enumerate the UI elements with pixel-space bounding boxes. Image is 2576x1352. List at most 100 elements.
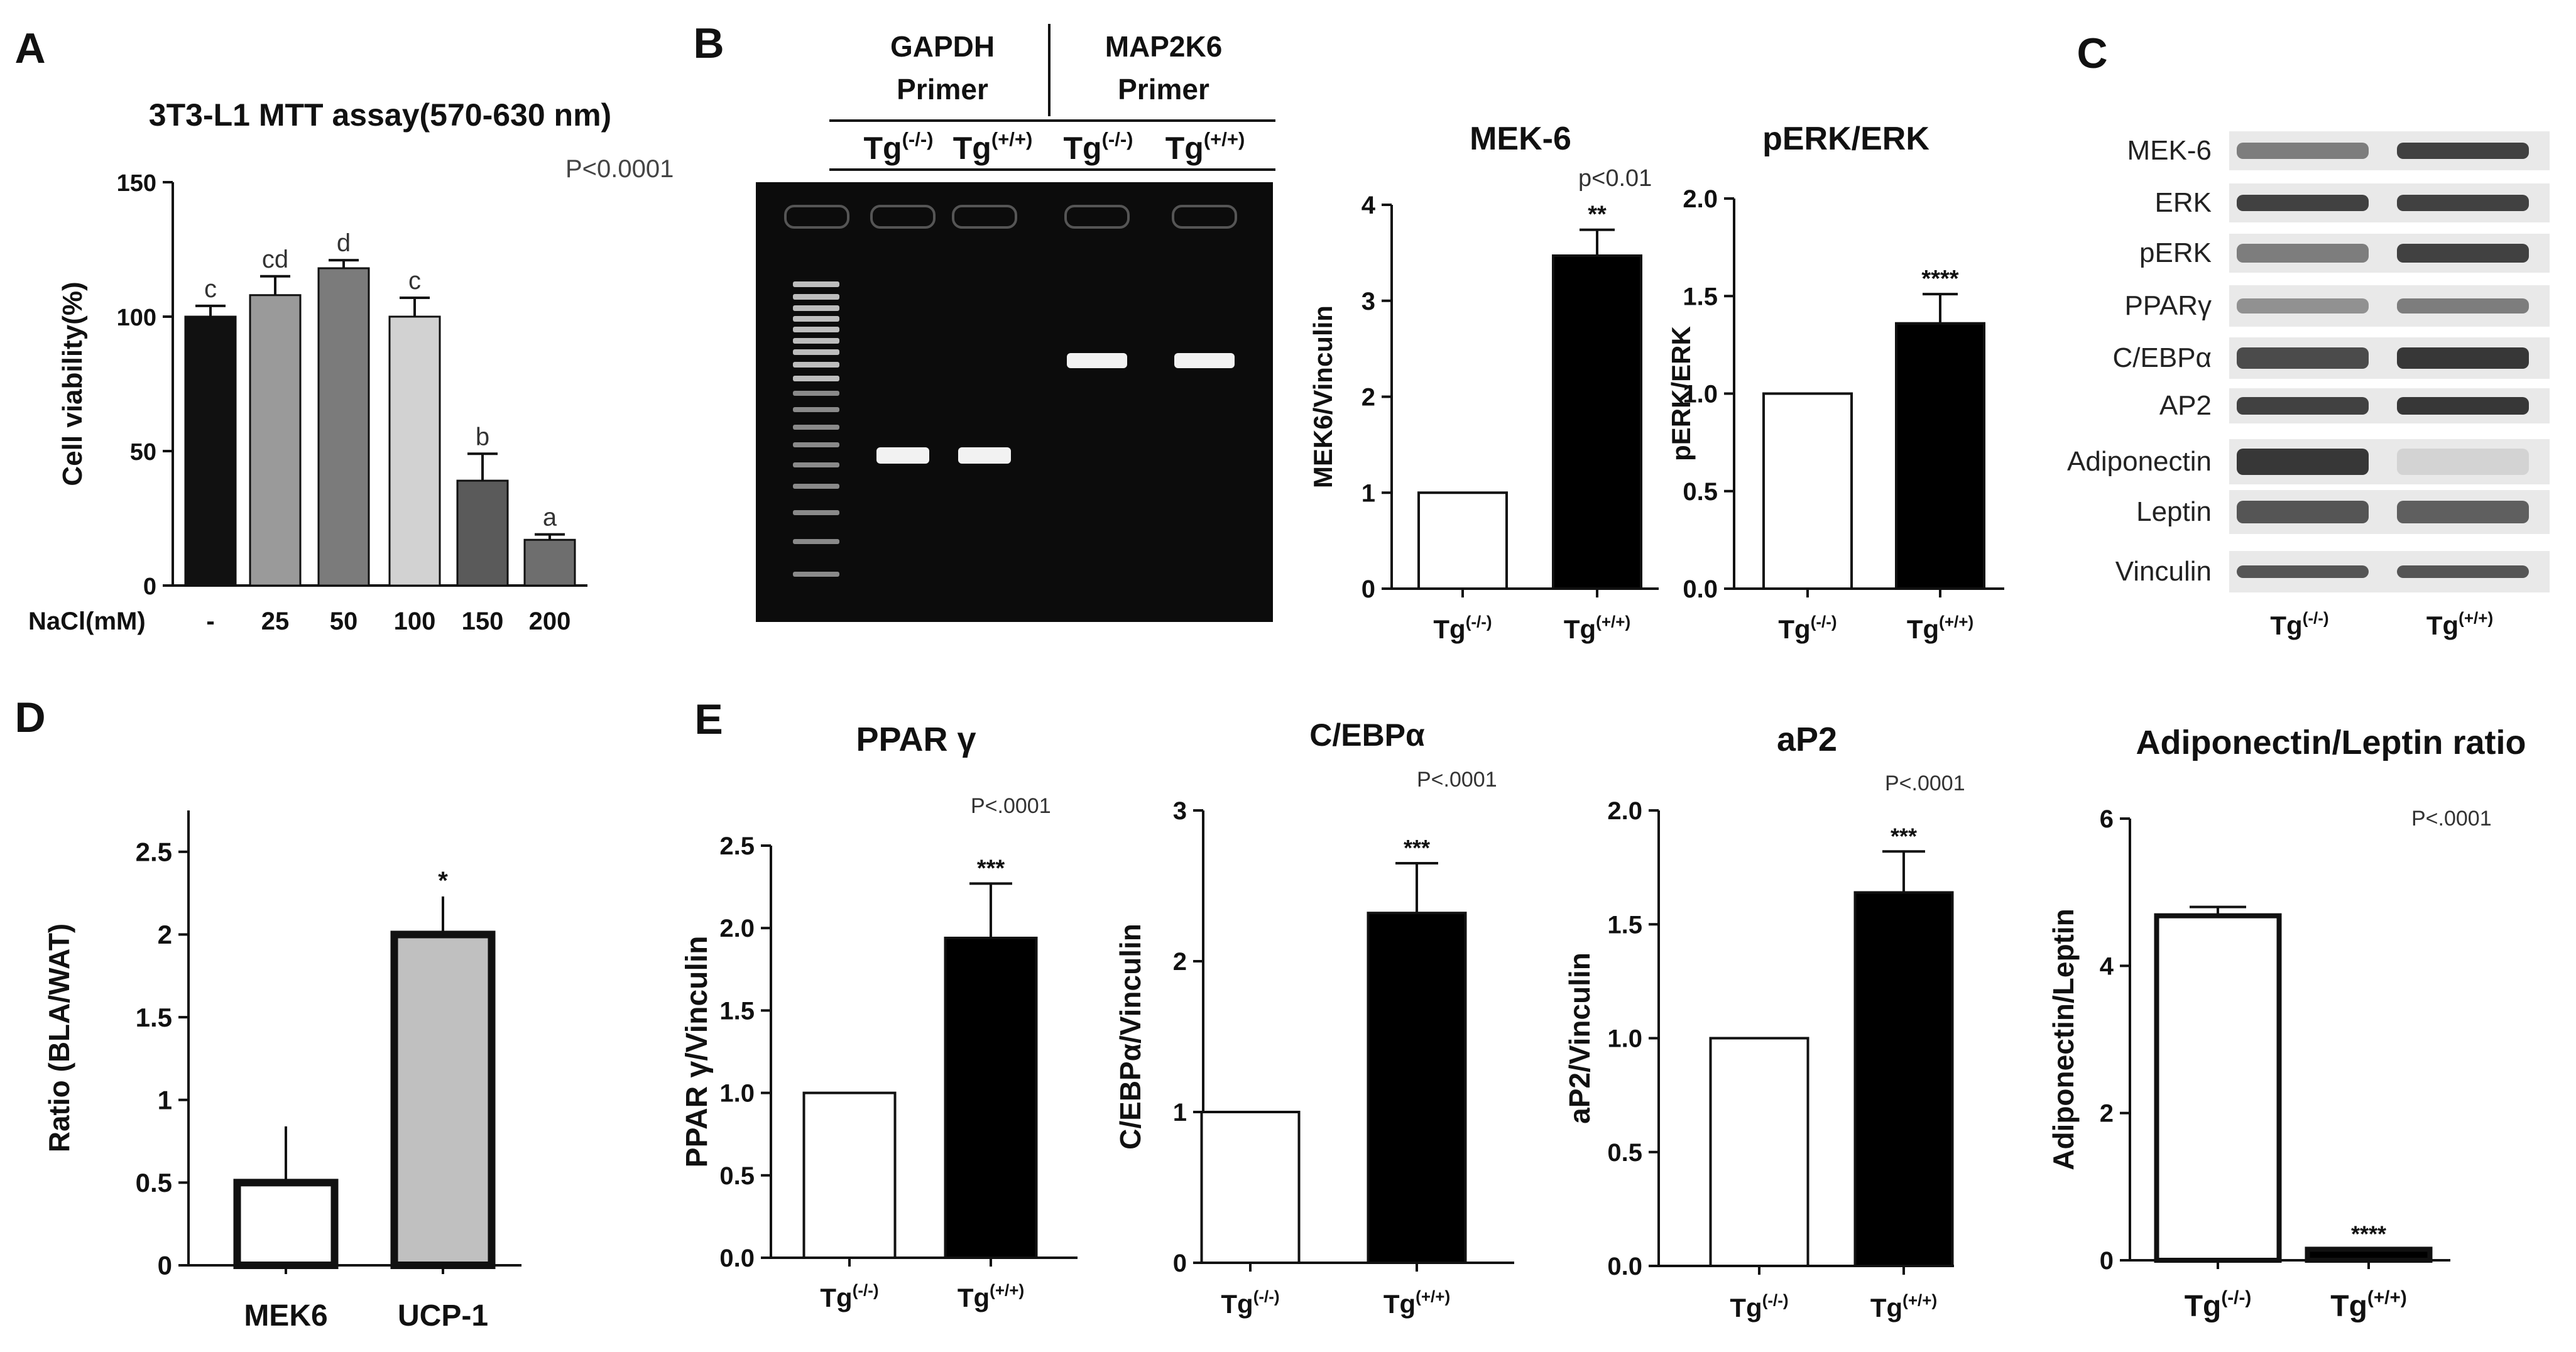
gel-background	[756, 182, 1273, 622]
y-tick-label: 0.5	[1607, 1139, 1642, 1167]
blot-band	[2397, 397, 2529, 415]
protein-label: C/EBPα	[2113, 342, 2212, 373]
bar	[249, 294, 302, 587]
bar	[802, 1091, 897, 1259]
y-tick-label: 0.0	[1683, 575, 1718, 603]
ladder-band	[793, 376, 839, 381]
y-tick-label: 0	[1173, 1250, 1187, 1277]
x-tick-label: Tg(+/+)	[1384, 1287, 1450, 1319]
ladder-band	[793, 407, 839, 412]
blot-band	[2397, 195, 2529, 211]
blot-lane-label: Tg(-/-)	[2270, 608, 2328, 640]
bar	[390, 930, 496, 1270]
bar	[1762, 392, 1853, 590]
chart-e-cebp: C/EBPα P<.0001 0 1 2 3 C/EBPα/Vinculin Tg(-/-) T…	[1114, 717, 1514, 1319]
gel-lane-label: Tg(+/+)	[1165, 128, 1245, 166]
gel-well	[784, 205, 849, 229]
bar	[1200, 1111, 1301, 1264]
chart-e-adipoleptin: Adiponectin/Leptin ratio P<.0001 0 2 4 6 Adipo…	[2047, 724, 2526, 1323]
x-tick-label: Tg(-/-)	[1778, 612, 1836, 644]
gel-well	[952, 205, 1017, 229]
gel-group-label: Primer	[1118, 73, 1209, 106]
y-tick-label: 1.5	[1683, 283, 1718, 310]
y-axis-label: aP2/Vinculin	[1563, 952, 1596, 1124]
y-tick-label: 0	[143, 574, 156, 600]
y-tick-label: 0.5	[1683, 478, 1718, 506]
gel-well	[870, 205, 936, 229]
gel-well	[1064, 205, 1130, 229]
protein-label: Adiponectin	[2067, 446, 2212, 477]
gel-image: GAPDH Primer MAP2K6 Primer Tg(-/-) Tg(+/+) Tg(…	[756, 24, 1275, 622]
ladder-band	[793, 462, 839, 467]
y-axis-label: C/EBPα/Vinculin	[1114, 924, 1147, 1150]
gel-lane-label: Tg(-/-)	[864, 128, 934, 166]
blot-band	[2237, 397, 2369, 415]
y-tick-label: 2	[1362, 384, 1375, 412]
x-tick-label: 150	[462, 608, 504, 635]
p-value-annotation: P<.0001	[1885, 771, 1965, 795]
panel-letter-b: B	[693, 19, 724, 67]
bar	[1853, 891, 1954, 1267]
protein-label: MEK-6	[2127, 135, 2212, 166]
panel-letter-d: D	[14, 694, 45, 741]
y-tick-label: 1	[1173, 1099, 1187, 1126]
y-tick-label: 1	[1362, 479, 1375, 507]
bar	[1367, 912, 1467, 1264]
protein-label: PPARγ	[2124, 290, 2212, 321]
gel-lane-label: Tg(-/-)	[1064, 128, 1133, 166]
chart-title: C/EBPα	[1309, 717, 1425, 753]
ladder-band	[793, 316, 839, 322]
x-axis-label: NaCl(mM)	[28, 608, 146, 635]
ladder-band	[793, 425, 839, 430]
significance-mark: ***	[977, 855, 1005, 881]
blot-band	[2397, 347, 2529, 369]
x-tick-label: Tg(+/+)	[1907, 612, 1973, 644]
blot-band	[2397, 565, 2529, 578]
chart-d: 0 0.5 1 1.5 2 2.5 Ratio (BLA/WAT) MEK6 UCP-1 *	[43, 810, 521, 1333]
blot-band	[2237, 143, 2369, 159]
group-letter: c	[408, 267, 421, 295]
x-tick-label: Tg(+/+)	[1564, 612, 1630, 644]
ladder-band	[793, 572, 839, 577]
ladder-band	[793, 327, 839, 332]
gel-well	[1172, 205, 1237, 229]
ladder-band	[793, 305, 839, 311]
significance-mark: **	[1588, 202, 1607, 228]
x-tick-label: Tg(+/+)	[1870, 1290, 1937, 1322]
p-value-annotation: P<.0001	[2411, 807, 2492, 831]
y-tick-label: 2.0	[1683, 185, 1718, 213]
chart-title: Adiponectin/Leptin ratio	[2136, 724, 2526, 761]
blot-band	[2397, 298, 2529, 313]
x-tick-label: 100	[394, 608, 436, 635]
panel-letter-a: A	[14, 25, 45, 72]
y-tick-label: 2.5	[136, 837, 172, 867]
chart-e-ap2: aP2 P<.0001 0.0 0.5 1.0 1.5 2.0 aP2/Vinculin Tg(…	[1563, 721, 1965, 1322]
bar	[184, 315, 237, 587]
ladder-band	[793, 539, 839, 544]
y-tick-label: 0	[1362, 575, 1375, 603]
map2k6-band	[1067, 353, 1127, 368]
x-tick-label: 25	[261, 608, 290, 635]
blot-band	[2397, 143, 2529, 159]
ladder-band	[793, 349, 839, 355]
x-tick-label: 50	[330, 608, 358, 635]
gel-group-label: MAP2K6	[1105, 30, 1223, 63]
chart-b-mek6: MEK-6 p<0.01 0 1 2 3 4 MEK6/Vinculin Tg(-/-) Tg(+…	[1308, 121, 1659, 644]
significance-mark: ****	[1921, 266, 1958, 292]
group-letter: a	[543, 504, 557, 532]
gapdh-band	[958, 447, 1011, 464]
y-tick-label: 1.0	[1607, 1025, 1642, 1053]
x-tick-label: Tg(-/-)	[2185, 1287, 2252, 1323]
bar	[1552, 254, 1642, 590]
y-tick-label: 0.5	[719, 1162, 755, 1190]
blot-band	[2237, 195, 2369, 211]
ladder-band	[793, 281, 839, 287]
y-tick-label: 2.5	[719, 832, 755, 860]
chart-title: pERK/ERK	[1762, 121, 1929, 157]
protein-label: AP2	[2159, 390, 2212, 421]
y-axis-label: MEK6/Vinculin	[1308, 305, 1338, 488]
bar	[2305, 1246, 2433, 1263]
blot-band	[2237, 501, 2369, 523]
group-letter: d	[337, 229, 351, 257]
bar	[456, 479, 509, 587]
